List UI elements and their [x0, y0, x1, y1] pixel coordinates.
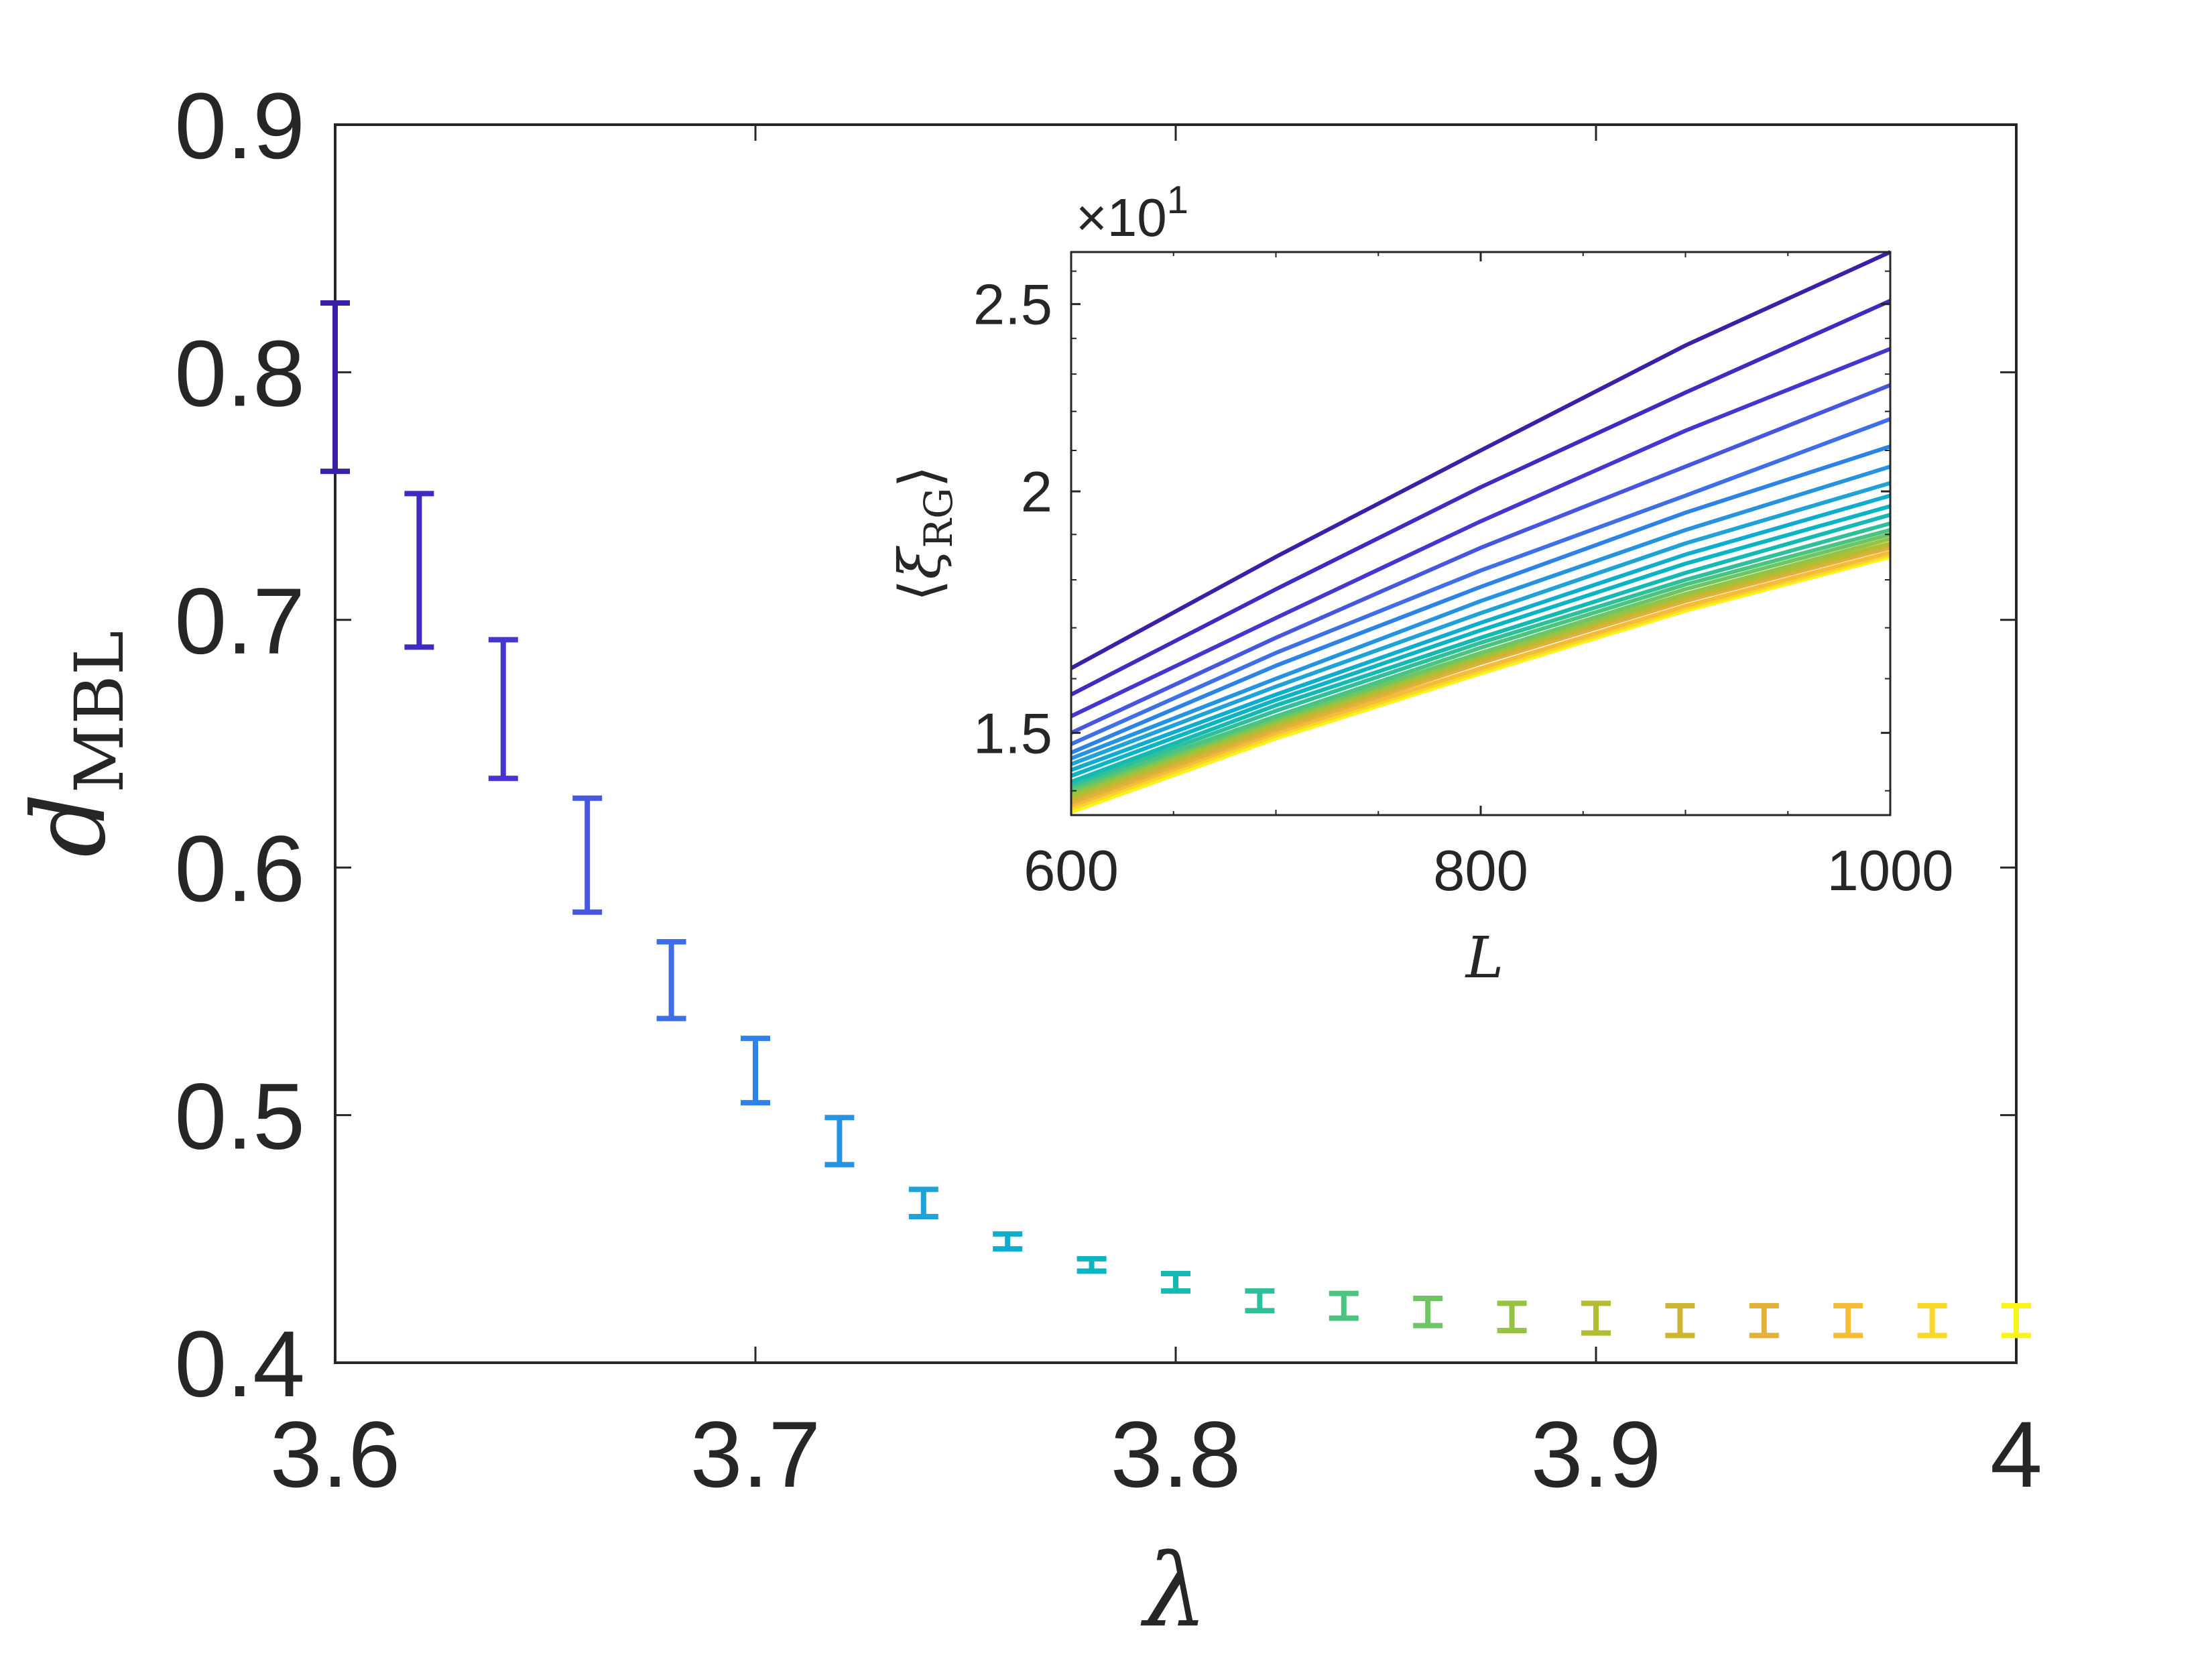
main-y-tick-label: 0.7 [174, 568, 305, 674]
inset-y-label-open: ⟨ [887, 579, 954, 601]
main-y-axis-label-main: d [11, 793, 128, 857]
inset-series-line [1070, 481, 1891, 766]
inset-series-line [1070, 554, 1891, 814]
main-x-axis-label: λ [1140, 1533, 1207, 1650]
inset-y-tick-label: 2.5 [973, 273, 1052, 337]
inset-series-line [1070, 465, 1891, 761]
errorbar-point [1413, 1295, 1443, 1329]
main-axis-ticks [334, 123, 2018, 1364]
inset-series-line [1070, 532, 1891, 793]
inset-x-tick-label: 800 [1433, 839, 1528, 903]
main-y-tick-label: 0.6 [174, 816, 305, 921]
errorbar-point [1917, 1303, 1947, 1339]
main-x-tick-label: 3.9 [1531, 1402, 1662, 1507]
main-y-tick-label: 0.5 [174, 1064, 305, 1169]
inset-x-tick-label: 600 [1024, 839, 1119, 903]
errorbar-point [1581, 1300, 1611, 1336]
errorbar-point [656, 939, 686, 1022]
svg-text:dMBL: dMBL [11, 631, 139, 857]
inset-series-line [1070, 298, 1892, 696]
inset-series-line [1070, 417, 1892, 746]
inset-series-line [1070, 543, 1891, 802]
main-x-tick-label: 3.7 [690, 1402, 821, 1507]
inset-series-line [1070, 513, 1891, 784]
inset-series-line [1070, 550, 1891, 808]
inset-series-line [1070, 546, 1891, 805]
inset-series-line [1070, 552, 1891, 811]
main-x-tick-label: 3.6 [270, 1402, 401, 1507]
inset-series-line [1070, 493, 1891, 772]
inset-exponent-base: ×10 [1076, 188, 1167, 247]
svg-text:⟨ξRG⟩: ⟨ξRG⟩ [887, 465, 961, 601]
errorbar-point [1245, 1288, 1275, 1314]
main-y-axis-label: dMBL [11, 631, 139, 857]
inset-lines [1070, 250, 1892, 814]
inset-y-label-close: ⟩ [887, 465, 954, 487]
inset-y-axis-label: ⟨ξRG⟩ [887, 465, 961, 601]
errorbar-point [908, 1186, 938, 1220]
errorbar-point [1077, 1255, 1107, 1274]
main-y-tick-label: 0.9 [174, 73, 305, 178]
inset-series-line [1070, 528, 1891, 790]
inset-x-axis-label: L [1465, 925, 1503, 991]
inset-series-line [1070, 521, 1891, 787]
inset-series-line [1070, 250, 1892, 670]
errorbar-point [1329, 1290, 1359, 1321]
inset-y-tick-label: 1.5 [973, 702, 1052, 765]
inset-series-line [1070, 541, 1891, 799]
errorbar-point [2002, 1303, 2031, 1339]
main-x-tick-label: 4 [1990, 1402, 2042, 1507]
inset-y-label-sub: RG [916, 488, 961, 548]
inset-series-line [1070, 444, 1891, 755]
inset-exponent-power: 1 [1167, 178, 1188, 222]
inset-series-line [1070, 347, 1892, 719]
inset-y-tick-labels: 1.5 2 2.5 [973, 273, 1052, 766]
errorbar-point [1833, 1303, 1863, 1339]
inset-exponent-label: ×101 [1076, 178, 1188, 247]
inset-x-tick-label: 1000 [1827, 839, 1953, 903]
main-y-tick-label: 0.4 [174, 1311, 305, 1416]
errorbar-point [572, 795, 603, 915]
inset-plot: 600 800 1000 1.5 2 2.5 ×101 L ⟨ξRG⟩ [887, 178, 1954, 991]
inset-series-line [1070, 537, 1891, 796]
inset-series-line [1070, 383, 1892, 735]
errorbar-point [320, 300, 350, 475]
inset-series-line [1070, 504, 1891, 778]
errorbar-point [404, 491, 434, 650]
inset-y-label-main: ξ [887, 545, 954, 579]
errorbar-point [1161, 1271, 1190, 1294]
errorbar-point [993, 1231, 1023, 1252]
main-y-tick-labels: 0.4 0.5 0.6 0.7 0.8 0.9 [174, 73, 305, 1416]
main-x-tick-label: 3.8 [1111, 1402, 1241, 1507]
main-y-tick-label: 0.8 [174, 320, 305, 426]
errorbar-point [488, 637, 518, 782]
inset-axis-ticks [1070, 252, 1892, 815]
errorbar-point [824, 1115, 855, 1168]
main-y-axis-label-sub: MBL [60, 631, 139, 793]
errorbar-point [1665, 1303, 1695, 1339]
inset-y-tick-label: 2 [1021, 460, 1052, 524]
errorbar-point [1749, 1303, 1779, 1339]
main-errorbars [320, 300, 2031, 1339]
main-x-tick-labels: 3.6 3.7 3.8 3.9 4 [270, 1402, 2042, 1507]
errorbar-point [741, 1036, 770, 1106]
inset-x-tick-labels: 600 800 1000 [1024, 839, 1953, 903]
errorbar-point [1497, 1300, 1527, 1333]
